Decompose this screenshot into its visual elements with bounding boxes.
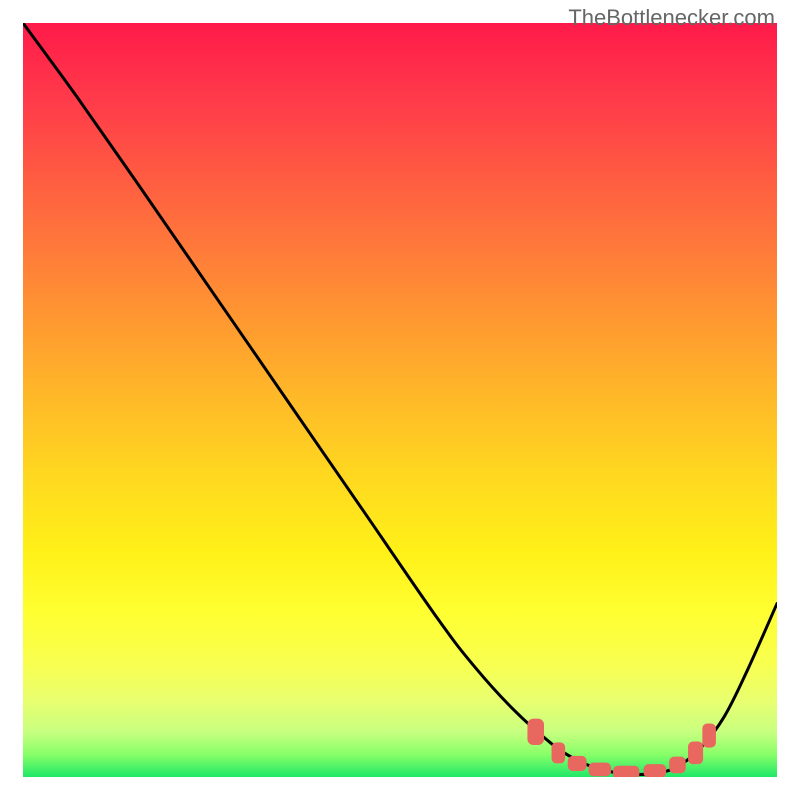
curve-marker [589, 763, 612, 777]
curve-marker [552, 742, 566, 763]
curve-marker [702, 723, 716, 747]
curve-marker [669, 757, 686, 774]
curve-marker [568, 756, 587, 771]
plot-area [23, 23, 777, 777]
curve-marker [527, 719, 544, 745]
watermark-text: TheBottlenecker.com [568, 5, 775, 31]
plot-svg [23, 23, 777, 777]
curve-marker [688, 742, 703, 765]
chart-container: TheBottlenecker.com [0, 0, 800, 800]
gradient-background [23, 23, 777, 777]
curve-marker [613, 766, 639, 777]
curve-marker [644, 764, 667, 777]
